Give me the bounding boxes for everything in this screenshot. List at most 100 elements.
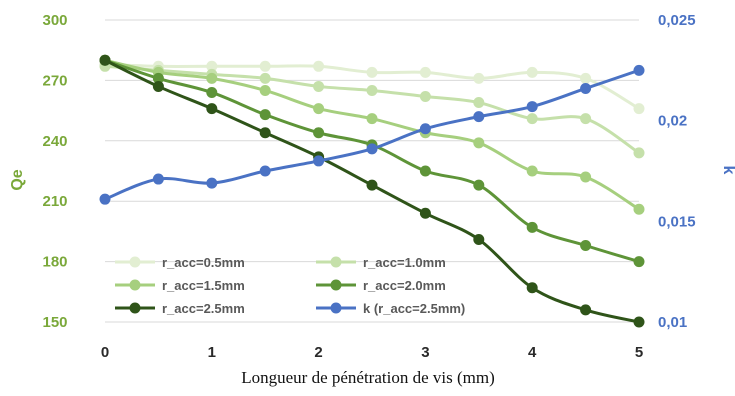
y-tick-label-left: 150 <box>42 314 67 331</box>
legend-marker <box>129 256 141 268</box>
y-tick-label-left: 210 <box>42 193 67 210</box>
series-2 <box>99 60 645 159</box>
data-point <box>99 193 111 205</box>
data-point <box>152 80 164 92</box>
data-point <box>366 113 378 125</box>
x-tick-label: 5 <box>635 344 643 361</box>
data-point <box>206 72 218 84</box>
y-tick-label-left: 240 <box>42 133 67 150</box>
legend-label: r_acc=2.5mm <box>162 301 245 316</box>
legend-item: r_acc=1.5mm <box>115 278 245 293</box>
data-point <box>366 84 378 96</box>
data-point <box>259 109 271 121</box>
y-tick-label-left: 300 <box>42 12 67 29</box>
data-point <box>526 101 538 113</box>
legend-item: r_acc=0.5mm <box>115 255 245 270</box>
data-point <box>366 143 378 155</box>
data-point <box>473 72 485 84</box>
data-point <box>313 127 325 139</box>
data-point <box>152 72 164 84</box>
data-point <box>526 221 538 233</box>
data-point <box>206 103 218 115</box>
data-point <box>419 66 431 78</box>
legend-marker <box>330 279 342 291</box>
data-point <box>633 203 645 215</box>
data-point <box>99 54 111 66</box>
data-point <box>206 86 218 98</box>
data-point <box>473 111 485 123</box>
legend-label: r_acc=1.5mm <box>162 278 245 293</box>
legend-marker <box>330 302 342 314</box>
data-point <box>473 179 485 191</box>
data-point <box>313 155 325 167</box>
data-point <box>313 103 325 115</box>
y-tick-label-right: 0,025 <box>658 12 696 29</box>
data-point <box>580 72 592 84</box>
data-point <box>152 173 164 185</box>
series-6 <box>99 64 645 205</box>
data-point <box>473 137 485 149</box>
x-tick-label: 2 <box>314 344 322 361</box>
x-tick-label: 4 <box>528 344 537 361</box>
data-point <box>419 207 431 219</box>
x-tick-label: 1 <box>208 344 216 361</box>
legend-item: r_acc=1.0mm <box>316 255 446 270</box>
legend-marker <box>129 302 141 314</box>
data-point <box>580 171 592 183</box>
legend-label: r_acc=2.0mm <box>363 278 446 293</box>
data-point <box>419 91 431 103</box>
data-point <box>633 64 645 76</box>
legend-item: k (r_acc=2.5mm) <box>316 301 465 316</box>
data-point <box>259 165 271 177</box>
data-point <box>206 60 218 72</box>
legend-marker <box>330 256 342 268</box>
series-3 <box>99 54 645 215</box>
legend-marker <box>129 279 141 291</box>
data-point <box>206 177 218 189</box>
data-point <box>526 113 538 125</box>
data-point <box>366 179 378 191</box>
series-5 <box>99 54 645 328</box>
x-tick-label: 0 <box>101 344 109 361</box>
data-point <box>633 147 645 159</box>
legend-label: r_acc=0.5mm <box>162 255 245 270</box>
data-point <box>580 304 592 316</box>
data-point <box>259 127 271 139</box>
x-tick-label: 3 <box>421 344 429 361</box>
data-point <box>259 60 271 72</box>
legend-item: r_acc=2.5mm <box>115 301 245 316</box>
data-point <box>259 72 271 84</box>
data-point <box>313 80 325 92</box>
series-1 <box>99 58 645 115</box>
data-point <box>473 233 485 245</box>
y-tick-label-left: 270 <box>42 72 67 89</box>
y-axis-title-right: k <box>720 166 735 175</box>
grid-layer <box>105 19 639 323</box>
data-point <box>633 256 645 268</box>
data-point <box>366 66 378 78</box>
x-axis-title: Longueur de pénétration de vis (mm) <box>241 368 495 387</box>
legend: r_acc=0.5mm r_acc=1.0mm r_acc=1.5mm r_acc=2… <box>115 255 465 316</box>
legend-label: k (r_acc=2.5mm) <box>363 301 465 316</box>
data-point <box>526 165 538 177</box>
data-point <box>473 97 485 109</box>
data-point <box>526 282 538 294</box>
data-point <box>580 113 592 125</box>
data-point <box>419 123 431 135</box>
data-point <box>313 60 325 72</box>
y-tick-label-right: 0,015 <box>658 213 696 230</box>
data-point <box>419 165 431 177</box>
data-point <box>580 82 592 94</box>
data-point <box>259 84 271 96</box>
data-point <box>580 239 592 251</box>
y-axis-title-left: Qe <box>9 169 26 190</box>
data-point <box>526 66 538 78</box>
legend-label: r_acc=1.0mm <box>363 255 446 270</box>
y-tick-label-right: 0,02 <box>658 113 687 130</box>
data-point <box>633 103 645 115</box>
data-point <box>633 316 645 328</box>
tick-layer: 150 180 210 240 270 300 0,01 0,015 0,02 0,025 0 1 2 3… <box>42 12 695 361</box>
legend-item: r_acc=2.0mm <box>316 278 446 293</box>
